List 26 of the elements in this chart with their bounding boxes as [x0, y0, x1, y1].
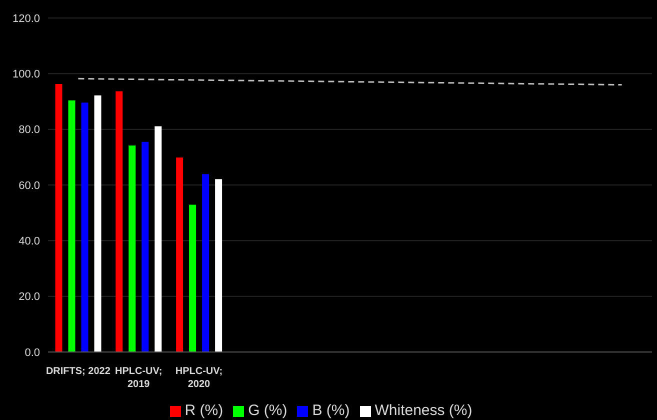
bar — [81, 102, 88, 352]
legend-label: R (%) — [184, 402, 224, 419]
legend-label: Whiteness (%) — [374, 402, 472, 419]
bar — [128, 145, 136, 352]
bar — [68, 100, 76, 352]
x-tick-label: HPLC-UV; 2020 — [175, 366, 223, 390]
bar — [154, 126, 162, 352]
y-tick-label: 20.0 — [18, 291, 40, 304]
bar — [55, 84, 62, 352]
legend-label: B (%) — [312, 402, 350, 419]
bar — [176, 157, 184, 352]
bar — [189, 204, 196, 352]
y-tick-label: 60.0 — [18, 180, 40, 192]
x-tick-label: HPLC-UV; 2019 — [114, 366, 162, 390]
legend-label: G (%) — [248, 402, 288, 419]
bar — [202, 174, 210, 352]
y-tick-label: 100.0 — [12, 68, 40, 81]
y-tick-label: 120.0 — [12, 12, 40, 25]
y-tick-label: 80.0 — [18, 124, 40, 136]
bar — [215, 179, 222, 352]
y-tick-label: 40.0 — [18, 236, 40, 248]
bar — [94, 95, 102, 352]
bar — [142, 142, 149, 352]
bar — [116, 91, 123, 352]
x-tick-label: DRIFTS; 2022 — [46, 366, 111, 377]
y-tick-label: 0.0 — [24, 346, 40, 359]
